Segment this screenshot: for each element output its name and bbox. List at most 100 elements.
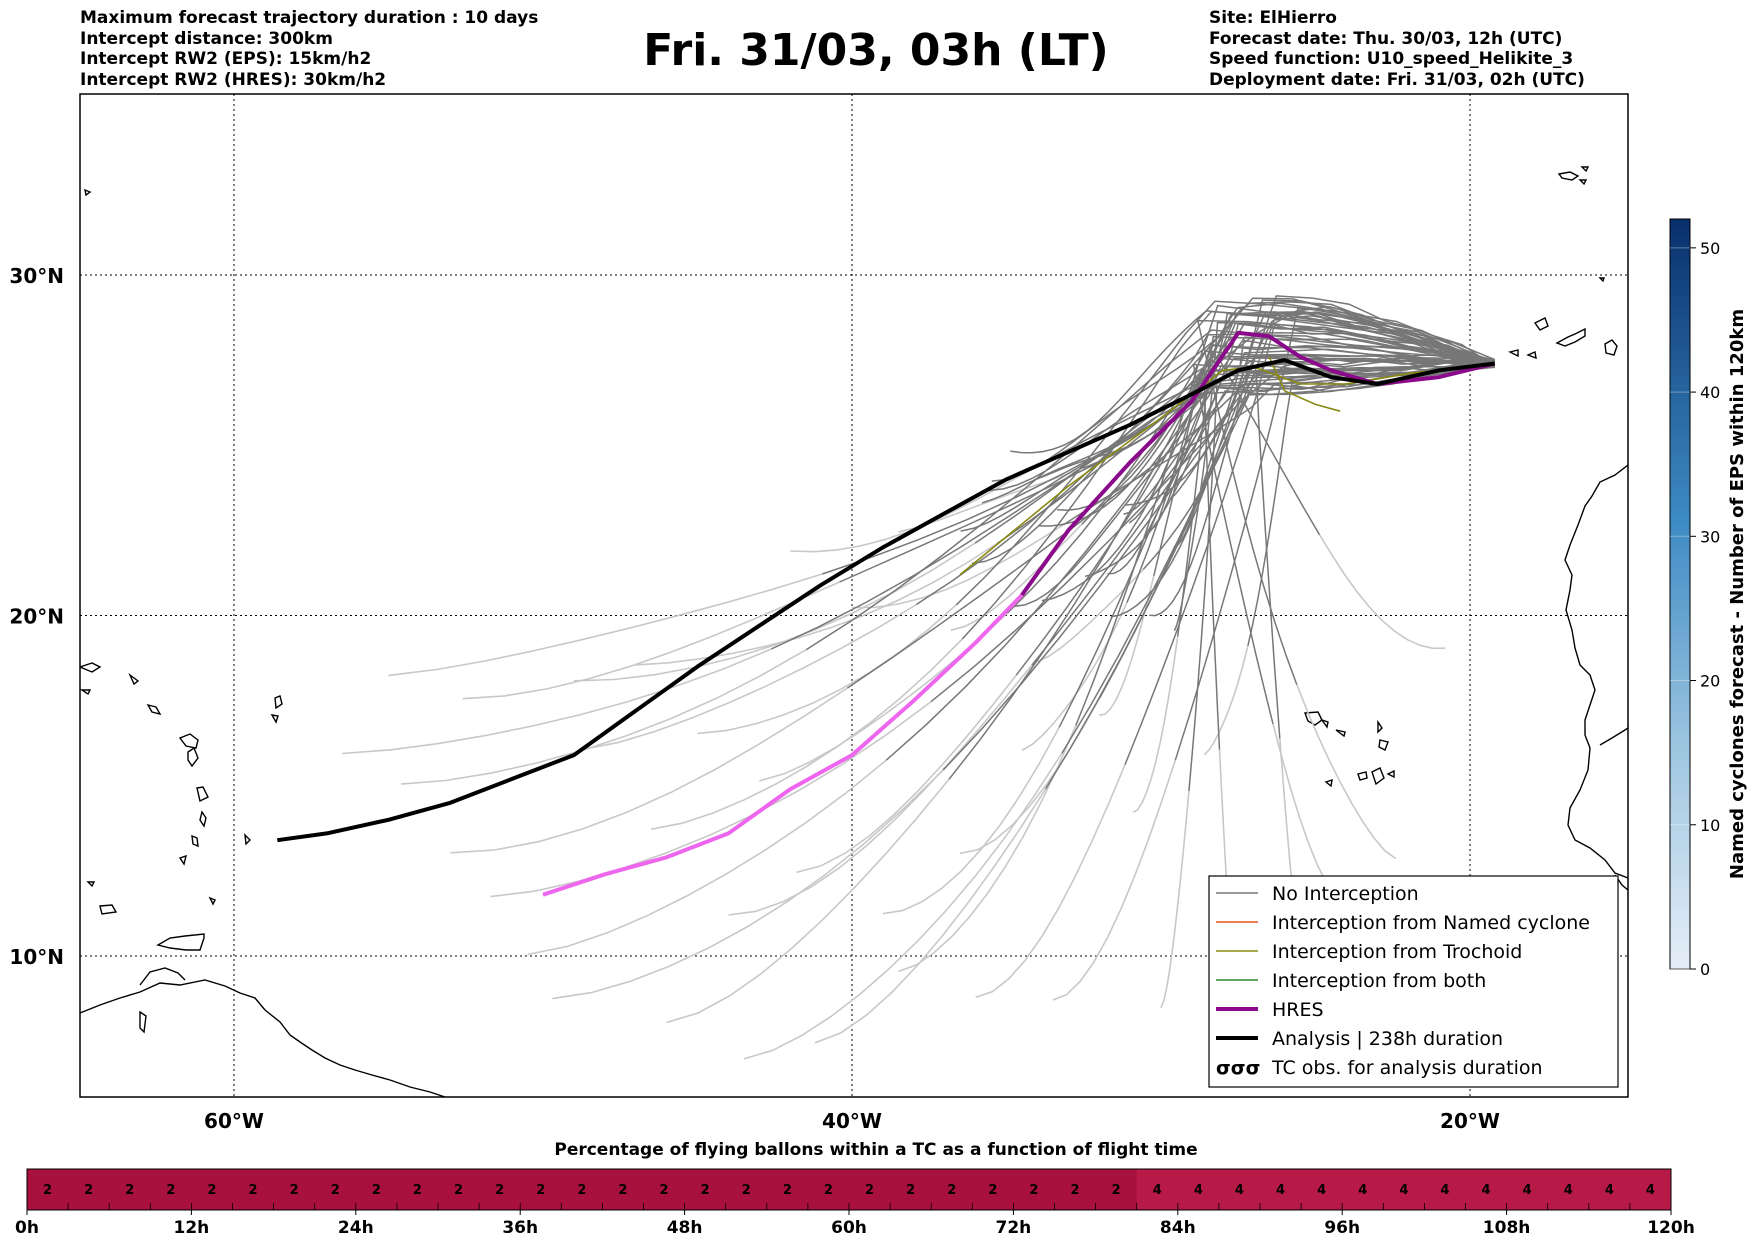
strip-cell-value: 2	[43, 1183, 52, 1198]
eps-trajectory-light	[728, 664, 1033, 916]
strip-cell-value: 2	[372, 1183, 381, 1198]
coastline-canaries-5	[1507, 349, 1519, 358]
strip-cell-value: 4	[1235, 1183, 1244, 1198]
coastline-antilles-4	[146, 703, 162, 716]
eps-trajectory-light	[573, 542, 976, 682]
eps-trajectory	[1173, 339, 1495, 548]
axis-labels: 60°W 40°W 20°W 30°N 20°N 10°N	[9, 264, 1500, 1133]
coastline-trinidad	[156, 933, 205, 951]
coastline-antilles-7	[196, 786, 209, 803]
coastline-antilles-8	[199, 810, 207, 828]
eps-trajectory-light	[650, 638, 963, 830]
latitude-tick-label: 20°N	[9, 605, 64, 629]
strip-cell	[68, 1169, 110, 1210]
strip-cell	[27, 1169, 69, 1210]
legend-label: Interception from Trochoid	[1272, 941, 1522, 963]
eps-trajectory	[942, 363, 1495, 771]
strip-cell	[1342, 1169, 1384, 1210]
coastline-africa	[1564, 464, 1628, 879]
strip-cell-value: 2	[701, 1183, 710, 1198]
legend-label: Interception from both	[1272, 970, 1486, 992]
eps-trajectory-light	[796, 674, 1017, 874]
strip-time-label: 108h	[1483, 1218, 1531, 1238]
eps-trajectory	[1173, 321, 1495, 631]
eps-trajectory	[981, 355, 1495, 504]
strip-cell-value: 4	[1358, 1183, 1367, 1198]
tc-obs-symbol-icon: σσσ	[1216, 1057, 1260, 1079]
eps-trajectory	[971, 333, 1495, 565]
eps-trajectory-light	[400, 648, 807, 785]
longitude-tick-label: 40°W	[822, 1109, 882, 1133]
legend: No Interception Interception from Named c…	[1208, 875, 1619, 1088]
coastline-capeverde-7	[1371, 767, 1385, 786]
strip-cell-value: 4	[1317, 1183, 1326, 1198]
strip-cell-value: 2	[413, 1183, 422, 1198]
coastline-antilles-12	[208, 896, 216, 906]
strip-cell	[1218, 1169, 1261, 1210]
header-left-line-2: Intercept distance: 300km	[80, 28, 333, 49]
eps-trajectory-light	[490, 700, 932, 898]
analysis-track	[277, 358, 1495, 843]
header-right-line-3: Speed function: U10_speed_Helikite_3	[1209, 49, 1574, 69]
coastline-antilles-11	[244, 833, 251, 846]
strip-cell-value: 2	[536, 1183, 545, 1198]
strip-cell	[1424, 1169, 1466, 1210]
strip-cell-value: 2	[166, 1183, 175, 1198]
strip-time-label: 120h	[1647, 1218, 1695, 1238]
strip-cell-value: 2	[947, 1183, 956, 1198]
eps-trajectory	[1174, 307, 1496, 761]
strip-cell-value: 4	[1194, 1183, 1203, 1198]
eps-trajectory-light	[743, 752, 1063, 1060]
legend-box	[1208, 875, 1619, 1088]
coastline-antilles-17	[274, 695, 283, 710]
strip-time-label: 36h	[502, 1218, 538, 1238]
eps-trajectories-light	[342, 459, 1446, 1060]
latitude-tick-label: 30°N	[9, 264, 64, 288]
strip-cell-value: 2	[1071, 1183, 1080, 1198]
strip-cell-value: 2	[988, 1183, 997, 1198]
strip-cell-value: 4	[1276, 1183, 1285, 1198]
colorbar-tick-label: 30	[1700, 527, 1720, 546]
colorbar-title: Named cyclones forecast - Number of EPS …	[1727, 309, 1748, 879]
eps-trajectory	[1196, 319, 1495, 685]
coastline-madeira-2	[1578, 179, 1588, 186]
strip-cell	[1547, 1169, 1590, 1210]
hres-track-extension	[542, 593, 1024, 897]
strip-cell	[191, 1169, 233, 1210]
strip-cell-value: 2	[577, 1183, 586, 1198]
strip-cell-value: 4	[1399, 1183, 1408, 1198]
eps-trajectory	[1084, 356, 1495, 578]
strip-cell	[561, 1169, 603, 1210]
coastline-antilles-3	[80, 689, 92, 696]
eps-trajectory-light	[697, 604, 957, 735]
eps-trajectory-light	[342, 648, 772, 755]
strip-cell-value: 2	[660, 1183, 669, 1198]
strip-cell	[1588, 1169, 1631, 1210]
strip-cell-value: 2	[742, 1183, 751, 1198]
strip-cell	[1095, 1169, 1138, 1210]
strip-cell	[479, 1169, 521, 1210]
coastline-capeverde-2	[1320, 718, 1329, 729]
eps-trajectory-light	[1052, 759, 1177, 1001]
coastline-capeverde-1	[1304, 711, 1323, 726]
eps-trajectory	[1153, 366, 1495, 576]
map-frame	[79, 93, 1629, 1098]
strip-cell	[1013, 1169, 1055, 1210]
strip-cell-value: 4	[1564, 1183, 1573, 1198]
coastline-antilles-19	[1598, 277, 1605, 283]
coastlines	[80, 166, 1628, 1097]
strip-time-label: 0h	[15, 1218, 39, 1238]
legend-items: No Interception Interception from Named c…	[1216, 883, 1590, 1079]
eps-trajectory-light	[1203, 645, 1249, 756]
strip-cell	[150, 1169, 192, 1210]
map-plot-area: 60°W 40°W 20°W 30°N 20°N 10°N	[9, 93, 1629, 1133]
eps-trajectory-light	[851, 524, 1064, 609]
coastline-antilles-16	[139, 1010, 147, 1034]
header-left: Maximum forecast trajectory duration : 1…	[80, 8, 538, 90]
header-left-line-4: Intercept RW2 (HRES): 30km/h2	[80, 69, 387, 90]
eps-trajectory	[1128, 323, 1495, 524]
strip-cell	[725, 1169, 768, 1210]
eps-trajectory-light	[579, 603, 917, 751]
strip-cell-value: 2	[1029, 1183, 1038, 1198]
eps-trajectory-light	[635, 542, 998, 666]
